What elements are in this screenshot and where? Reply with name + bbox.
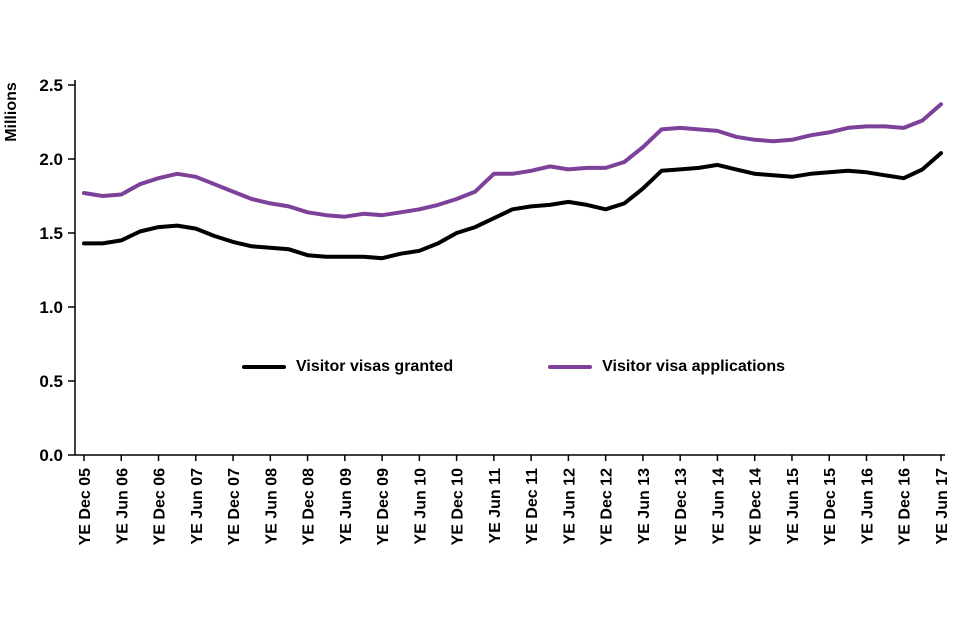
x-tick-label: YE Dec 09 <box>375 468 392 545</box>
y-tick-label: 0.5 <box>39 372 63 391</box>
legend-label-granted: Visitor visas granted <box>296 358 454 375</box>
x-tick-label: YE Jun 13 <box>636 468 653 545</box>
series-line-granted <box>82 151 943 261</box>
x-tick-label: YE Dec 14 <box>748 468 765 545</box>
x-tick-label: YE Dec 05 <box>77 468 94 545</box>
legend-item-granted: Visitor visas granted <box>242 358 453 376</box>
chart-legend: Visitor visas granted Visitor visa appli… <box>242 358 785 376</box>
y-axis-title: Millions <box>3 82 20 142</box>
x-tick-label: YE Dec 08 <box>301 468 318 545</box>
x-tick-label: YE Jun 12 <box>561 468 578 545</box>
x-tick-label: YE Dec 16 <box>897 468 914 545</box>
x-tick-label: YE Jun 14 <box>710 468 727 545</box>
x-tick-label: YE Jun 08 <box>263 468 280 545</box>
legend-item-applications: Visitor visa applications <box>548 358 785 376</box>
legend-line-swatch-applications <box>548 365 593 369</box>
x-tick-label: YE Jun 09 <box>338 468 355 545</box>
x-tick-label: YE Jun 17 <box>934 468 951 545</box>
x-tick-label: YE Dec 13 <box>673 468 690 545</box>
y-tick-label: 1.5 <box>39 224 63 243</box>
x-tick-label: YE Jun 16 <box>859 468 876 545</box>
y-tick-label: 0.0 <box>39 446 63 465</box>
x-tick-label: YE Jun 11 <box>487 468 504 544</box>
legend-line-swatch-granted <box>242 365 286 369</box>
x-tick-label: YE Jun 15 <box>785 468 802 545</box>
x-tick-label: YE Dec 10 <box>450 468 467 545</box>
legend-label-applications: Visitor visa applications <box>602 358 785 375</box>
x-tick-label: YE Dec 12 <box>599 468 616 545</box>
x-tick-label: YE Jun 07 <box>189 468 206 545</box>
x-tick-label: YE Dec 11 <box>524 468 541 545</box>
x-tick-label: YE Dec 06 <box>152 468 169 545</box>
series-line-applications <box>82 102 943 219</box>
x-tick-label: YE Dec 15 <box>822 468 839 545</box>
x-tick-label: YE Jun 10 <box>412 468 429 545</box>
x-tick-label: YE Dec 07 <box>226 468 243 545</box>
y-tick-label: 2.0 <box>39 150 63 169</box>
y-tick-label: 1.0 <box>39 298 63 317</box>
x-tick-label: YE Jun 06 <box>114 468 131 545</box>
y-tick-label: 2.5 <box>39 76 63 95</box>
